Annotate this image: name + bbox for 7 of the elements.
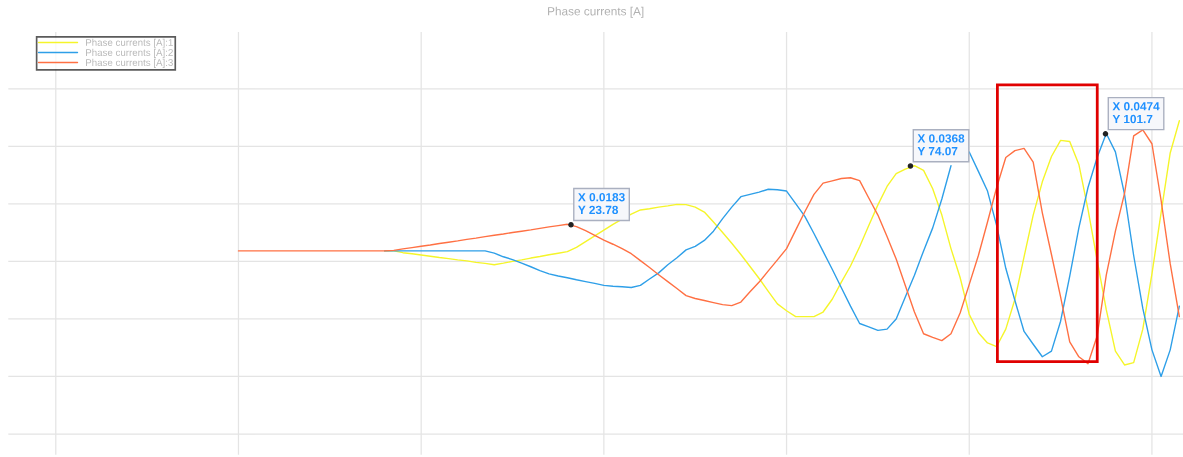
annotation: X 0.0368 Y 74.07 — [917, 134, 965, 156]
legend-label: Phase currents [A]:3 — [86, 58, 173, 68]
legend-label: Phase currents [A]:1 — [86, 38, 173, 48]
legend-label: Phase currents [A]:2 — [86, 48, 173, 58]
annotation: X 0.0474 Y 101.7 — [1112, 102, 1160, 124]
chart-title: Phase currents [A] — [548, 6, 644, 18]
annotation: X 0.0183 Y 23.78 — [578, 193, 625, 215]
